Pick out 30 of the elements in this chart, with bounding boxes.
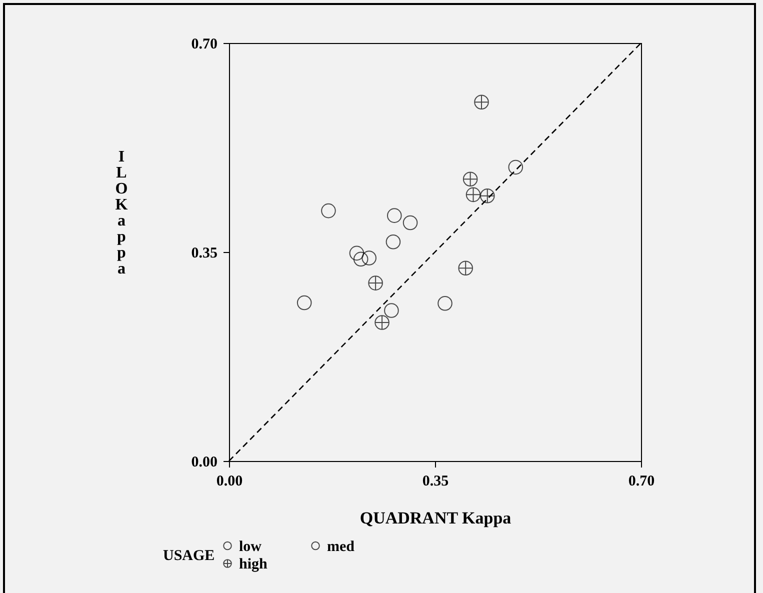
point bbox=[458, 260, 473, 276]
y-tick-label: 0.00 bbox=[191, 454, 218, 470]
point bbox=[374, 315, 390, 330]
point bbox=[508, 160, 524, 175]
y-axis-title: ILO Kappa bbox=[115, 148, 128, 278]
point bbox=[368, 276, 383, 290]
point bbox=[384, 303, 399, 318]
point bbox=[296, 295, 312, 310]
y-tick-label: 0.35 bbox=[191, 246, 218, 262]
point bbox=[349, 246, 364, 261]
legend-label: high bbox=[239, 556, 268, 572]
point bbox=[462, 172, 478, 187]
point bbox=[402, 215, 418, 230]
point bbox=[386, 234, 401, 250]
y-tick-label: 0.70 bbox=[191, 36, 218, 52]
x-tick-label: 0.70 bbox=[628, 474, 655, 490]
x-tick-label: 0.35 bbox=[422, 474, 449, 490]
point bbox=[474, 94, 489, 110]
point bbox=[480, 188, 495, 204]
point bbox=[321, 203, 336, 218]
x-axis-title: QUADRANT Kappa bbox=[360, 508, 512, 528]
point bbox=[438, 296, 452, 311]
point bbox=[353, 252, 368, 267]
point bbox=[466, 187, 481, 202]
legend-label: low bbox=[239, 538, 262, 555]
point bbox=[386, 208, 402, 223]
point bbox=[362, 250, 376, 266]
legend-title: USAGE bbox=[163, 548, 215, 564]
x-tick-label: 0.00 bbox=[216, 474, 243, 490]
legend-label: med bbox=[327, 538, 356, 555]
